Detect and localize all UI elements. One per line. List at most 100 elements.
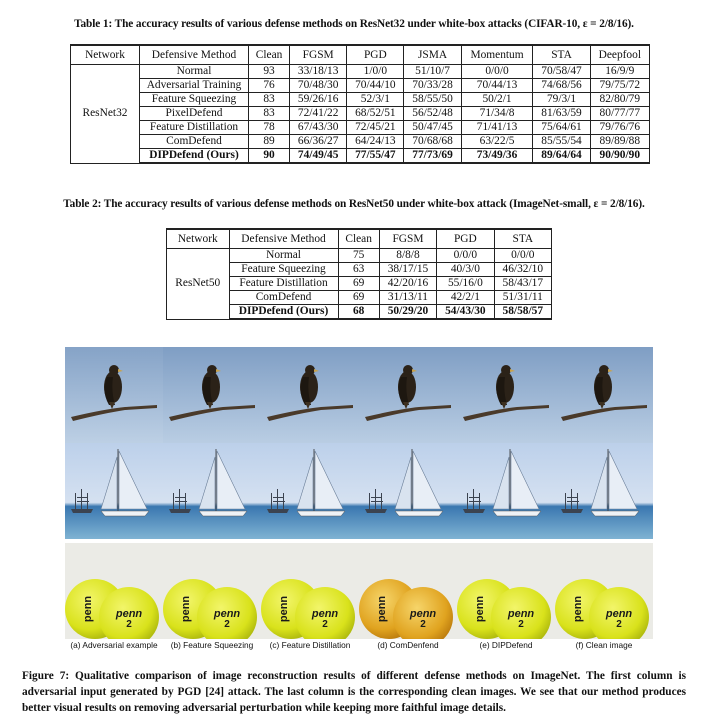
- table2-cell: Feature Distillation: [228, 276, 339, 291]
- table2-row: DIPDefend (Ours) 68 50/29/20 54/43/30 58/58/…: [167, 304, 553, 320]
- table1-cell: 81/63/59: [532, 106, 591, 121]
- table1-cell: 52/3/1: [346, 92, 405, 107]
- table1-cell: 67/43/30: [289, 120, 348, 135]
- figure-caption: Figure 7: Qualitative comparison of imag…: [22, 670, 686, 714]
- table1-cell: 85/55/54: [532, 134, 591, 149]
- table1-cell: 77/73/69: [403, 148, 462, 164]
- table2-cell: 63: [337, 262, 380, 277]
- figure-image-eagle: [359, 347, 457, 443]
- t2-h-pgd: PGD: [436, 228, 495, 249]
- t2-h-network: Network: [166, 228, 230, 249]
- t1-h-network: Network: [70, 44, 140, 65]
- table1-cell: 72/45/21: [346, 120, 405, 135]
- table1-cell: PixelDefend: [139, 106, 249, 121]
- table1-cell: 50/2/1: [460, 92, 534, 107]
- table1-row: ResNet32 Normal 93 33/18/13 1/0/0 51/10/7 0/0/…: [70, 64, 651, 164]
- t2-h-clean: Clean: [337, 228, 380, 249]
- table1-cell: 73/49/36: [460, 148, 534, 164]
- t1-h-pgd: PGD: [346, 44, 405, 65]
- t1-h-jsma: JSMA: [403, 44, 462, 65]
- figure-image-eagle: [457, 347, 555, 443]
- table1-cell: 59/26/16: [289, 92, 348, 107]
- figure-sublabel: (b) Feature Squeezing: [170, 640, 254, 650]
- figure-image-tennis-balls: penn penn 2: [261, 543, 359, 639]
- t2-h-fgsm: FGSM: [378, 228, 438, 249]
- table2-cell: 38/17/15: [378, 262, 438, 277]
- table1-cell: 66/36/27: [289, 134, 348, 149]
- svg-text:penn: penn: [115, 608, 143, 620]
- figure-image-eagle: [261, 347, 359, 443]
- figure-image-eagle: [555, 347, 653, 443]
- figure-image-sailboat: [163, 443, 261, 539]
- figure-image-sailboat: [457, 443, 555, 539]
- t2-h-sta: STA: [493, 228, 553, 249]
- table2-row: ComDefend 69 31/13/11 42/2/1 51/31/11: [167, 290, 553, 305]
- table1-cell: 72/41/22: [289, 106, 348, 121]
- table2-cell: 58/58/57: [493, 304, 553, 320]
- t1-h-method: Defensive Method: [139, 44, 249, 65]
- table1-cell: 93: [247, 64, 291, 79]
- table1-cell: DIPDefend (Ours): [139, 148, 249, 164]
- figure-sublabel: (d) ComDenfend: [377, 640, 439, 650]
- figure-image-tennis-balls: penn penn 2: [163, 543, 261, 639]
- svg-text:penn: penn: [376, 596, 388, 623]
- table1-cell: 68/52/51: [346, 106, 405, 121]
- table2-cell: 0/0/0: [493, 248, 553, 263]
- figure-image-sailboat: [65, 443, 163, 539]
- figure-image-tennis-balls: penn penn 2: [65, 543, 163, 639]
- table1-cell: 70/44/13: [460, 78, 534, 93]
- table1-cell: 90: [247, 148, 291, 164]
- table1-cell: 70/33/28: [403, 78, 462, 93]
- svg-text:penn: penn: [409, 608, 437, 620]
- table1-cell: 70/48/30: [289, 78, 348, 93]
- table1-cell: 58/55/50: [403, 92, 462, 107]
- table2-cell: 69: [337, 290, 380, 305]
- figure-image-sailboat: [261, 443, 359, 539]
- table1-cell: 89: [247, 134, 291, 149]
- table1-cell: 0/0/0: [460, 64, 534, 79]
- svg-text:2: 2: [420, 619, 426, 630]
- table2-cell: 31/13/11: [378, 290, 438, 305]
- svg-text:penn: penn: [278, 596, 290, 623]
- table2-cell: 68: [337, 304, 380, 320]
- table2-cell: 51/31/11: [493, 290, 553, 305]
- svg-text:2: 2: [126, 619, 132, 630]
- table2-cell: 8/8/8: [378, 248, 438, 263]
- table1-cell: 70/44/10: [346, 78, 405, 93]
- table1-header-row: Network Defensive Method Clean FGSM PGD …: [70, 44, 651, 65]
- table1-cell: 16/9/9: [589, 64, 651, 79]
- table1-cell: 83: [247, 106, 291, 121]
- table2-cell: Feature Squeezing: [228, 262, 339, 277]
- table2-cell: DIPDefend (Ours): [228, 304, 339, 320]
- table1-cell: 79/76/76: [589, 120, 651, 135]
- svg-text:penn: penn: [474, 596, 486, 623]
- svg-text:penn: penn: [507, 608, 535, 620]
- table2-header-row: Network Defensive Method Clean FGSM PGD …: [166, 228, 553, 249]
- table1-cell: 71/34/8: [460, 106, 534, 121]
- t1-h-deepfool: Deepfool: [589, 44, 651, 65]
- table2-cell: 42/2/1: [436, 290, 495, 305]
- table2-cell: 40/3/0: [436, 262, 495, 277]
- table2: Network Defensive Method Clean FGSM PGD …: [166, 228, 553, 320]
- table1-cell: 89/89/88: [589, 134, 651, 149]
- svg-text:penn: penn: [180, 596, 192, 623]
- figure-sublabel: (f) Clean image: [575, 640, 633, 650]
- table1-cell: 1/0/0: [346, 64, 405, 79]
- t1-h-fgsm: FGSM: [289, 44, 348, 65]
- table1-cell: Feature Distillation: [139, 120, 249, 135]
- t2-h-method: Defensive Method: [228, 228, 339, 249]
- table1-cell: 82/80/79: [589, 92, 651, 107]
- table2-cell: 42/20/16: [378, 276, 438, 291]
- table2-cell: 46/32/10: [493, 262, 553, 277]
- figure-image-sailboat: [359, 443, 457, 539]
- table2-cell: 55/16/0: [436, 276, 495, 291]
- t1-h-sta: STA: [532, 44, 591, 65]
- svg-text:2: 2: [224, 619, 230, 630]
- figure-image-eagle: [163, 347, 261, 443]
- table1-cell: 63/22/5: [460, 134, 534, 149]
- table1-cell: 79/75/72: [589, 78, 651, 93]
- table1-cell: 70/58/47: [532, 64, 591, 79]
- table1-cell: 51/10/7: [403, 64, 462, 79]
- table1-cell: 74/49/45: [289, 148, 348, 164]
- table2-row: ResNet50 Normal 75 8/8/8 0/0/0 0/0/0: [166, 248, 553, 320]
